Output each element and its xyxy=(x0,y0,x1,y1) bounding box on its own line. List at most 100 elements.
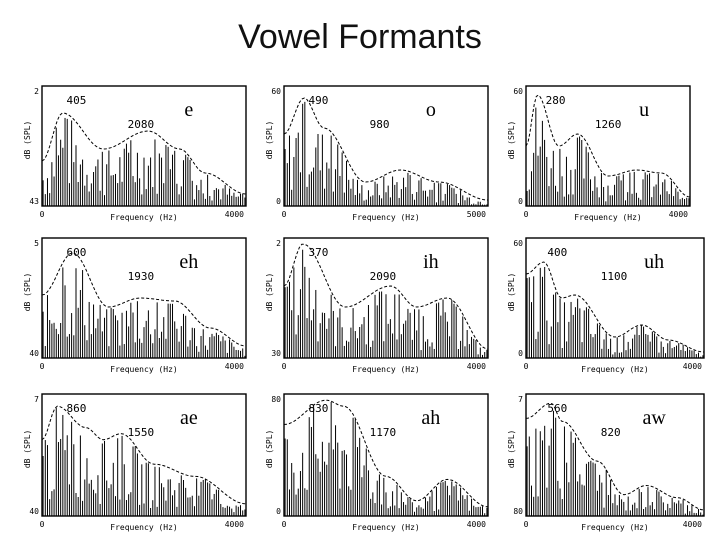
x-axis-label: Frequency (Hz) xyxy=(352,523,419,532)
harmonic-lines xyxy=(42,267,246,358)
x-axis-label: Frequency (Hz) xyxy=(581,365,648,374)
spectrum-panel-uh: uh 400 1100 0 4000 Frequency (Hz) 0 60 dB (SPL) xyxy=(506,232,712,382)
x-tick-label: 0 xyxy=(40,520,45,529)
spectrum-panel-o: o 490 980 0 5000 Frequency (Hz) 0 60 dB (SPL) xyxy=(264,80,496,230)
formant-label: 405 xyxy=(66,94,86,107)
x-tick-label: 4000 xyxy=(467,362,486,371)
formant-label: 600 xyxy=(66,246,86,259)
formant-label: 1170 xyxy=(370,426,397,439)
vowel-label: o xyxy=(426,99,436,121)
vowel-label: uh xyxy=(644,251,664,273)
y-tick-label: 40 xyxy=(29,349,39,358)
y-tick-label: 0 xyxy=(518,197,523,206)
spectrum-chart: e 405 2080 0 4000 Frequency (Hz) 43 2 dB (SPL) xyxy=(23,85,247,222)
spectral-envelope xyxy=(41,405,247,505)
x-tick-label: 0 xyxy=(524,520,529,529)
formant-label: 1930 xyxy=(128,270,154,283)
harmonic-lines xyxy=(526,267,704,358)
x-tick-label: 4000 xyxy=(225,362,244,371)
y-tick-label: 7 xyxy=(34,395,39,404)
spectral-envelope xyxy=(283,97,489,201)
spectrum-panel-ae: ae 860 1550 0 4000 Frequency (Hz) 40 7 dB (SPL) xyxy=(22,388,254,540)
y-tick-label: 7 xyxy=(518,395,523,404)
x-axis-label: Frequency (Hz) xyxy=(581,523,648,532)
x-tick-label: 0 xyxy=(524,362,529,371)
y-axis-label: dB (SPL) xyxy=(507,430,516,469)
formant-label: 400 xyxy=(547,246,567,259)
y-axis-label: dB (SPL) xyxy=(23,430,32,469)
formant-label: 2080 xyxy=(128,118,154,131)
y-tick-label: 80 xyxy=(271,395,281,404)
y-tick-label: 60 xyxy=(271,87,281,96)
spectrum-panel-ah: ah 830 1170 0 4000 Frequency (Hz) 0 80 dB (SPL) xyxy=(264,388,496,540)
spectrum-panel-aw: aw 560 820 0 4000 Frequency (Hz) 80 7 dB (SPL) xyxy=(506,388,712,540)
spectrum-chart: ah 830 1170 0 4000 Frequency (Hz) 0 80 dB (SPL) xyxy=(265,393,489,532)
spectrum-chart: eh 600 1930 0 4000 Frequency (Hz) 40 5 dB (SPL) xyxy=(23,237,247,374)
x-tick-label: 0 xyxy=(282,210,287,219)
x-tick-label: 5000 xyxy=(467,210,486,219)
formant-label: 820 xyxy=(601,426,621,439)
harmonic-lines xyxy=(284,249,488,358)
x-tick-label: 4000 xyxy=(683,520,702,529)
x-axis-label: Frequency (Hz) xyxy=(574,213,641,222)
x-axis-label: Frequency (Hz) xyxy=(110,365,177,374)
x-tick-label: 0 xyxy=(524,210,529,219)
spectrum-chart: u 280 1260 0 4000 Frequency (Hz) 0 60 dB (SPL) xyxy=(507,85,691,222)
vowel-label: eh xyxy=(179,251,198,273)
spectrum-panel-e: e 405 2080 0 4000 Frequency (Hz) 43 2 dB (SPL) xyxy=(22,80,254,230)
x-tick-label: 0 xyxy=(40,362,45,371)
y-tick-label: 0 xyxy=(518,349,523,358)
spectral-envelope xyxy=(283,243,489,350)
y-axis-label: dB (SPL) xyxy=(265,121,274,160)
spectrum-chart: uh 400 1100 0 4000 Frequency (Hz) 0 60 dB (SPL) xyxy=(507,237,705,374)
formant-label: 1100 xyxy=(601,270,628,283)
y-tick-label: 0 xyxy=(276,197,281,206)
y-tick-label: 2 xyxy=(276,239,281,248)
formant-label: 280 xyxy=(546,94,566,107)
formant-label: 490 xyxy=(308,94,328,107)
formant-label: 370 xyxy=(308,246,328,259)
y-tick-label: 80 xyxy=(513,507,523,516)
y-tick-label: 5 xyxy=(34,239,39,248)
x-axis-label: Frequency (Hz) xyxy=(352,213,419,222)
formant-label: 1550 xyxy=(128,426,154,439)
formant-label: 980 xyxy=(370,118,390,131)
spectral-envelope xyxy=(41,252,247,347)
x-tick-label: 4000 xyxy=(225,520,244,529)
formant-label: 1260 xyxy=(595,118,622,131)
y-axis-label: dB (SPL) xyxy=(265,273,274,312)
slide-title: Vowel Formants xyxy=(238,18,482,56)
harmonic-lines xyxy=(284,401,488,516)
y-tick-label: 60 xyxy=(513,87,523,96)
x-tick-label: 4000 xyxy=(467,520,486,529)
y-axis-label: dB (SPL) xyxy=(23,273,32,312)
x-tick-label: 4000 xyxy=(683,362,702,371)
x-tick-label: 0 xyxy=(40,210,45,219)
y-tick-label: 43 xyxy=(29,197,39,206)
formant-label: 2090 xyxy=(370,270,397,283)
y-axis-label: dB (SPL) xyxy=(507,121,516,160)
vowel-label: ae xyxy=(180,407,198,429)
spectrum-chart: ae 860 1550 0 4000 Frequency (Hz) 40 7 dB (SPL) xyxy=(23,393,247,532)
y-axis-label: dB (SPL) xyxy=(265,430,274,469)
y-tick-label: 30 xyxy=(271,349,281,358)
y-axis-label: dB (SPL) xyxy=(23,121,32,160)
harmonic-lines xyxy=(42,117,246,206)
x-tick-label: 4000 xyxy=(225,210,244,219)
harmonic-lines xyxy=(284,101,488,206)
spectral-envelope xyxy=(525,402,705,511)
x-axis-label: Frequency (Hz) xyxy=(110,213,177,222)
formant-label: 830 xyxy=(308,402,328,415)
harmonic-lines xyxy=(42,407,246,516)
spectral-envelope xyxy=(525,261,705,353)
y-tick-label: 0 xyxy=(276,507,281,516)
x-tick-label: 0 xyxy=(282,362,287,371)
spectral-envelope xyxy=(525,94,691,198)
spectrum-chart: o 490 980 0 5000 Frequency (Hz) 0 60 dB (SPL) xyxy=(265,85,489,222)
spectrum-chart: aw 560 820 0 4000 Frequency (Hz) 80 7 dB (SPL) xyxy=(507,393,705,532)
y-axis-label: dB (SPL) xyxy=(507,273,516,312)
formant-label: 860 xyxy=(66,402,86,415)
x-tick-label: 0 xyxy=(282,520,287,529)
vowel-label: e xyxy=(184,99,193,121)
spectrum-panel-eh: eh 600 1930 0 4000 Frequency (Hz) 40 5 dB (SPL) xyxy=(22,232,254,382)
